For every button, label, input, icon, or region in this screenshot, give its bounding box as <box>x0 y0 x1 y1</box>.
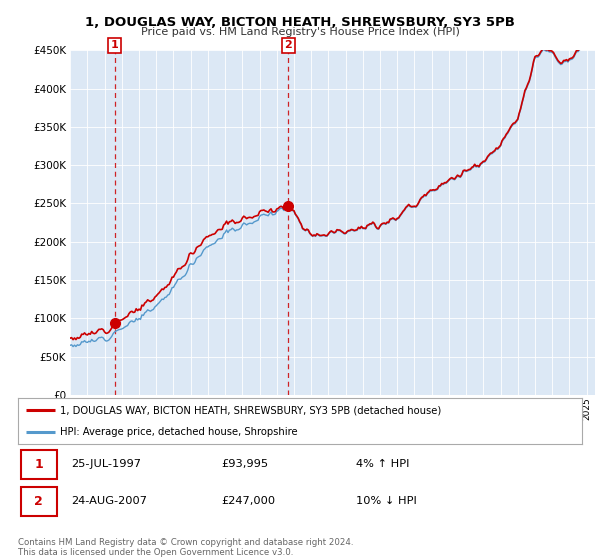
Text: HPI: Average price, detached house, Shropshire: HPI: Average price, detached house, Shro… <box>60 427 298 437</box>
Text: 25-JUL-1997: 25-JUL-1997 <box>71 459 142 469</box>
FancyBboxPatch shape <box>21 487 58 516</box>
Text: Contains HM Land Registry data © Crown copyright and database right 2024.
This d: Contains HM Land Registry data © Crown c… <box>18 538 353 557</box>
Text: 4% ↑ HPI: 4% ↑ HPI <box>356 459 410 469</box>
Text: 1: 1 <box>111 40 119 50</box>
Text: 1: 1 <box>34 458 43 471</box>
FancyBboxPatch shape <box>21 450 58 479</box>
Text: 24-AUG-2007: 24-AUG-2007 <box>71 496 148 506</box>
Text: 2: 2 <box>34 494 43 508</box>
Text: Price paid vs. HM Land Registry's House Price Index (HPI): Price paid vs. HM Land Registry's House … <box>140 27 460 37</box>
Text: £93,995: £93,995 <box>221 459 268 469</box>
Text: 1, DOUGLAS WAY, BICTON HEATH, SHREWSBURY, SY3 5PB: 1, DOUGLAS WAY, BICTON HEATH, SHREWSBURY… <box>85 16 515 29</box>
Text: £247,000: £247,000 <box>221 496 275 506</box>
Text: 2: 2 <box>284 40 292 50</box>
Text: 1, DOUGLAS WAY, BICTON HEATH, SHREWSBURY, SY3 5PB (detached house): 1, DOUGLAS WAY, BICTON HEATH, SHREWSBURY… <box>60 405 442 416</box>
Text: 10% ↓ HPI: 10% ↓ HPI <box>356 496 417 506</box>
